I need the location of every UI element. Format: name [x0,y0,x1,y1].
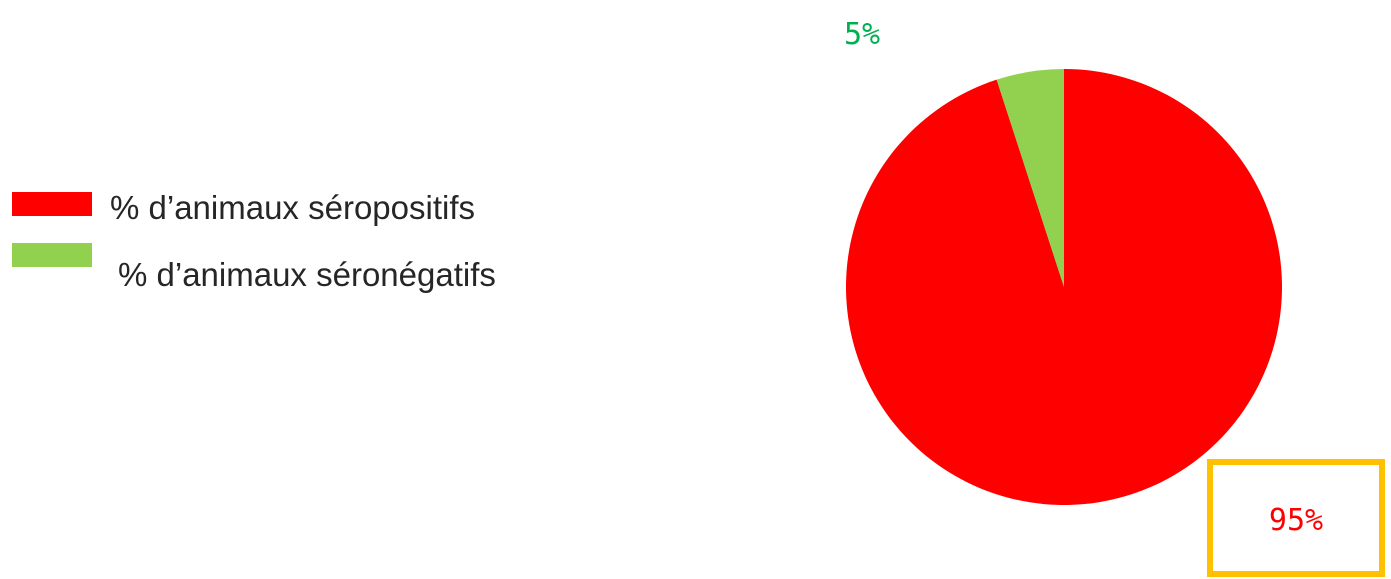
pie-slice-negative [996,69,1064,287]
data-label-positive: 95% [1269,503,1323,538]
legend-swatch-negative [12,243,92,267]
legend-swatch-positive [12,192,92,216]
legend-label-positive: % d’animaux séropositifs [110,189,475,226]
highlight-box [1207,459,1385,577]
legend-label-negative: % d’animaux séronégatifs [118,256,496,293]
pie-slice-positive [845,69,1282,506]
data-label-negative: 5% [844,17,880,52]
